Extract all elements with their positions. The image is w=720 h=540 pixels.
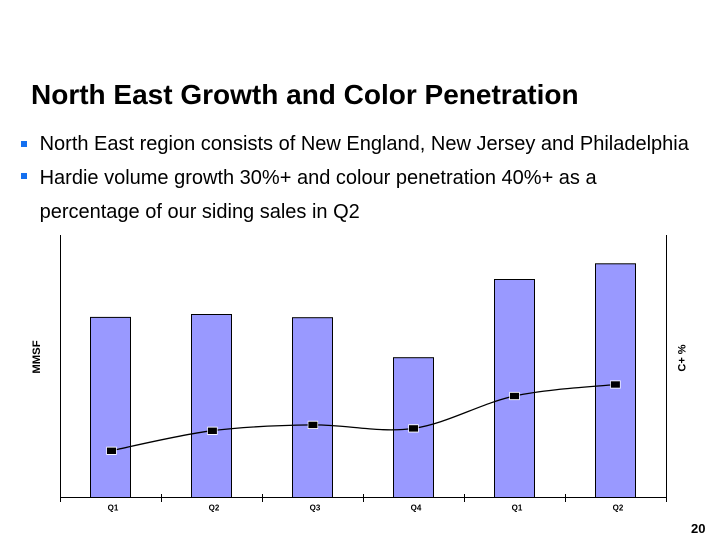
svg-text:Q1: Q1 — [108, 504, 119, 513]
svg-text:Q4: Q4 — [411, 504, 422, 513]
svg-text:Q2: Q2 — [209, 504, 220, 513]
svg-text:Q3: Q3 — [310, 504, 321, 513]
svg-text:C+ %: C+ % — [677, 344, 689, 371]
svg-text:Q2: Q2 — [613, 504, 624, 513]
svg-text:Q1: Q1 — [512, 504, 523, 513]
svg-text:MMSF: MMSF — [31, 340, 43, 373]
